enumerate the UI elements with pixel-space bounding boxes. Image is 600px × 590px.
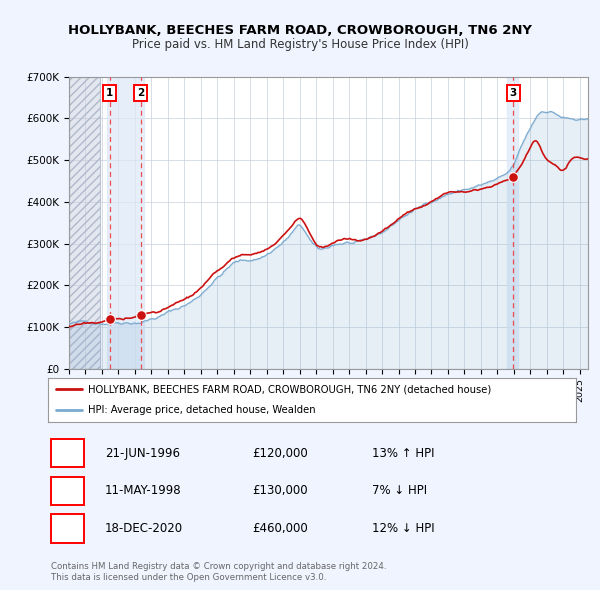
Text: HOLLYBANK, BEECHES FARM ROAD, CROWBOROUGH, TN6 2NY: HOLLYBANK, BEECHES FARM ROAD, CROWBOROUG… [68,24,532,37]
Text: 21-JUN-1996: 21-JUN-1996 [105,447,180,460]
Bar [69,77,100,369]
Text: 1: 1 [64,447,71,460]
Text: 3: 3 [64,522,71,535]
Text: 2: 2 [137,88,145,99]
Text: HOLLYBANK, BEECHES FARM ROAD, CROWBOROUGH, TN6 2NY (detached house): HOLLYBANK, BEECHES FARM ROAD, CROWBOROUG… [88,384,491,394]
Text: £120,000: £120,000 [252,447,308,460]
Bar [69,77,100,369]
Text: 13% ↑ HPI: 13% ↑ HPI [372,447,434,460]
Text: 12% ↓ HPI: 12% ↓ HPI [372,522,434,535]
Text: £460,000: £460,000 [252,522,308,535]
Text: £130,000: £130,000 [252,484,308,497]
Text: 2: 2 [64,484,71,497]
Text: HPI: Average price, detached house, Wealden: HPI: Average price, detached house, Weal… [88,405,315,415]
Text: 7% ↓ HPI: 7% ↓ HPI [372,484,427,497]
Text: 18-DEC-2020: 18-DEC-2020 [105,522,183,535]
Bar [507,77,518,369]
Text: Price paid vs. HM Land Registry's House Price Index (HPI): Price paid vs. HM Land Registry's House … [131,38,469,51]
Text: 3: 3 [509,88,517,99]
Text: 11-MAY-1998: 11-MAY-1998 [105,484,182,497]
Text: 1: 1 [106,88,113,99]
Bar [107,77,144,369]
Text: Contains HM Land Registry data © Crown copyright and database right 2024.: Contains HM Land Registry data © Crown c… [51,562,386,571]
Text: This data is licensed under the Open Government Licence v3.0.: This data is licensed under the Open Gov… [51,573,326,582]
